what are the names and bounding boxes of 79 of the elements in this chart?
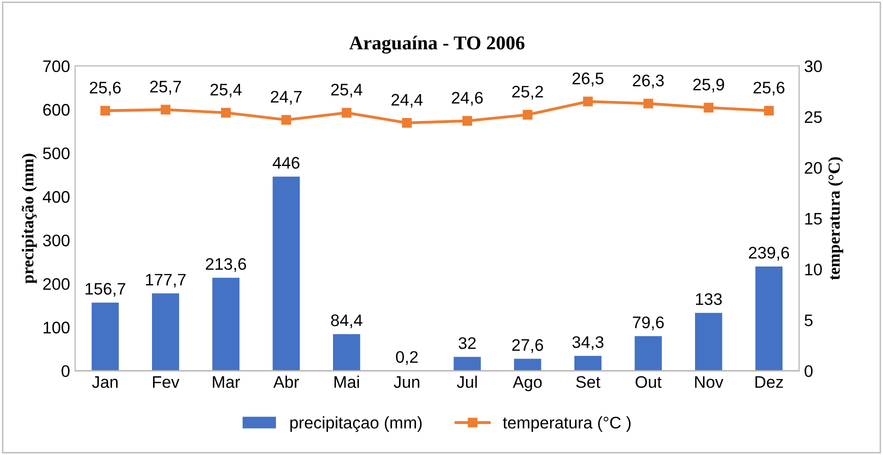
data-label: 133: [696, 293, 722, 306]
data-label: 156,7: [86, 282, 126, 297]
data-label: 177,7: [146, 274, 186, 288]
data-label: 25,9: [693, 78, 724, 92]
data-label: 239,6: [748, 246, 790, 261]
point: [583, 96, 593, 106]
point: [402, 118, 412, 128]
data-label: 446: [272, 156, 300, 169]
data-label: 25,7: [150, 80, 181, 94]
y2-tick-label: 0: [804, 365, 813, 378]
bar: [695, 312, 722, 371]
data-label: 25,6: [754, 82, 784, 96]
x-tick-label: Dez: [755, 376, 783, 388]
y-tick-label: 300: [43, 234, 70, 246]
y-tick-label: 500: [43, 147, 70, 160]
y2-axis-title: temperatura (°C): [828, 157, 844, 280]
point: [704, 102, 714, 112]
data-label: 32: [458, 337, 476, 350]
x-tick-label: Jul: [456, 376, 477, 388]
data-label: 26,3: [632, 74, 664, 88]
point: [281, 114, 292, 125]
data-label: 0,2: [396, 351, 418, 365]
y-tick-label: 600: [43, 104, 70, 116]
x-tick-label: Abr: [273, 376, 299, 388]
y-axis-title: precipitação (mm): [22, 154, 37, 284]
y2-tick-label: 20: [804, 162, 822, 174]
bar: [212, 278, 240, 371]
x-tick-label: Mar: [212, 376, 240, 388]
bar: [574, 356, 602, 371]
x-tick-label: Jan: [92, 376, 118, 388]
data-label: 25,4: [210, 84, 242, 98]
data-label: 84,4: [331, 314, 362, 328]
x-tick-label: Jun: [394, 376, 420, 388]
x-tick-label: Nov: [695, 376, 724, 388]
data-label: 24,6: [452, 92, 483, 106]
data-label: 34,3: [572, 336, 604, 350]
data-label: 25,6: [90, 82, 121, 96]
y2-tick-label: 30: [804, 60, 822, 72]
bar: [755, 266, 783, 371]
bar: [333, 334, 360, 371]
bar: [152, 293, 180, 371]
y-tick-label: 200: [43, 278, 70, 290]
y2-tick-label: 15: [805, 212, 822, 225]
bar: [92, 302, 119, 371]
point: [764, 106, 774, 116]
legend-label: precipitaçao (mm): [290, 416, 422, 432]
y-tick-label: 700: [43, 60, 70, 72]
x-tick-label: Set: [576, 376, 600, 388]
legend-label: temperatura (°C ): [502, 416, 631, 432]
y-tick-label: 100: [44, 322, 70, 334]
point: [221, 108, 231, 118]
point: [462, 116, 472, 126]
point: [160, 104, 170, 115]
point: [100, 106, 110, 116]
point: [522, 110, 532, 120]
data-label: 24,7: [270, 90, 302, 105]
data-label: 25,2: [512, 86, 543, 100]
chart-title: Araguaína - TO 2006: [349, 36, 524, 54]
data-label: 27,6: [512, 339, 544, 353]
point: [643, 98, 654, 108]
y2-tick-label: 5: [804, 314, 813, 326]
bar: [454, 356, 481, 371]
y2-tick-label: 25: [804, 111, 822, 123]
data-label: 26,5: [572, 72, 604, 86]
x-tick-label: Ago: [512, 376, 542, 392]
x-tick-label: Out: [636, 376, 662, 388]
y2-tick-label: 10: [805, 264, 822, 276]
x-tick-label: Fev: [153, 376, 180, 388]
y-tick-label: 400: [42, 191, 70, 203]
data-label: 213,6: [206, 258, 246, 272]
data-label: 25,4: [331, 84, 362, 98]
bar: [514, 358, 542, 371]
y-tick-label: 0: [62, 365, 70, 378]
point: [342, 108, 352, 118]
x-tick-label: Mai: [334, 376, 359, 388]
data-label: 79,6: [632, 316, 664, 330]
bar: [272, 176, 300, 371]
bar: [634, 336, 662, 371]
data-label: 24,4: [392, 94, 423, 108]
